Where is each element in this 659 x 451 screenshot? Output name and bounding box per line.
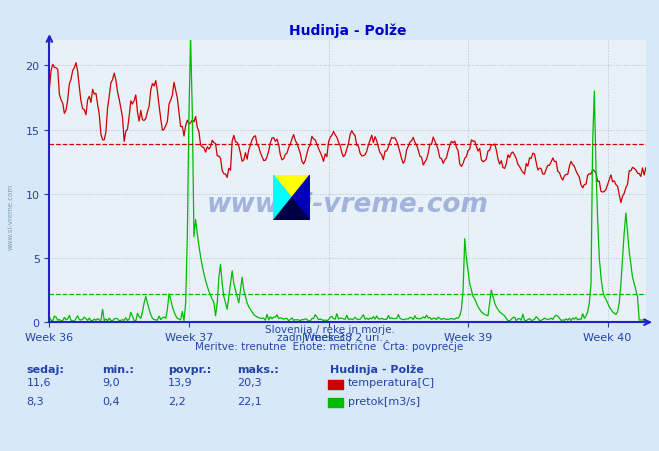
Text: 2,2: 2,2 [168, 396, 186, 405]
Text: pretok[m3/s]: pretok[m3/s] [348, 396, 420, 405]
Text: temperatura[C]: temperatura[C] [348, 377, 435, 387]
Text: 11,6: 11,6 [26, 377, 51, 387]
Text: sedaj:: sedaj: [26, 364, 64, 374]
Text: zadnji mesec / 2 uri.: zadnji mesec / 2 uri. [277, 332, 382, 342]
Text: Hudinja - Polže: Hudinja - Polže [330, 364, 423, 374]
Polygon shape [273, 198, 310, 221]
Text: 22,1: 22,1 [237, 396, 262, 405]
Text: www.si-vreme.com: www.si-vreme.com [207, 191, 488, 217]
Text: 0,4: 0,4 [102, 396, 120, 405]
Title: Hudinja - Polže: Hudinja - Polže [289, 23, 407, 38]
Text: Slovenija / reke in morje.: Slovenija / reke in morje. [264, 324, 395, 334]
Polygon shape [291, 176, 310, 221]
Text: 13,9: 13,9 [168, 377, 192, 387]
Text: 8,3: 8,3 [26, 396, 44, 405]
Text: maks.:: maks.: [237, 364, 279, 374]
Text: povpr.:: povpr.: [168, 364, 212, 374]
Text: Meritve: trenutne  Enote: metrične  Črta: povprečje: Meritve: trenutne Enote: metrične Črta: … [195, 340, 464, 351]
Text: www.si-vreme.com: www.si-vreme.com [8, 184, 14, 249]
Text: 20,3: 20,3 [237, 377, 262, 387]
Text: 9,0: 9,0 [102, 377, 120, 387]
Text: min.:: min.: [102, 364, 134, 374]
Polygon shape [273, 176, 291, 221]
Polygon shape [273, 176, 310, 198]
